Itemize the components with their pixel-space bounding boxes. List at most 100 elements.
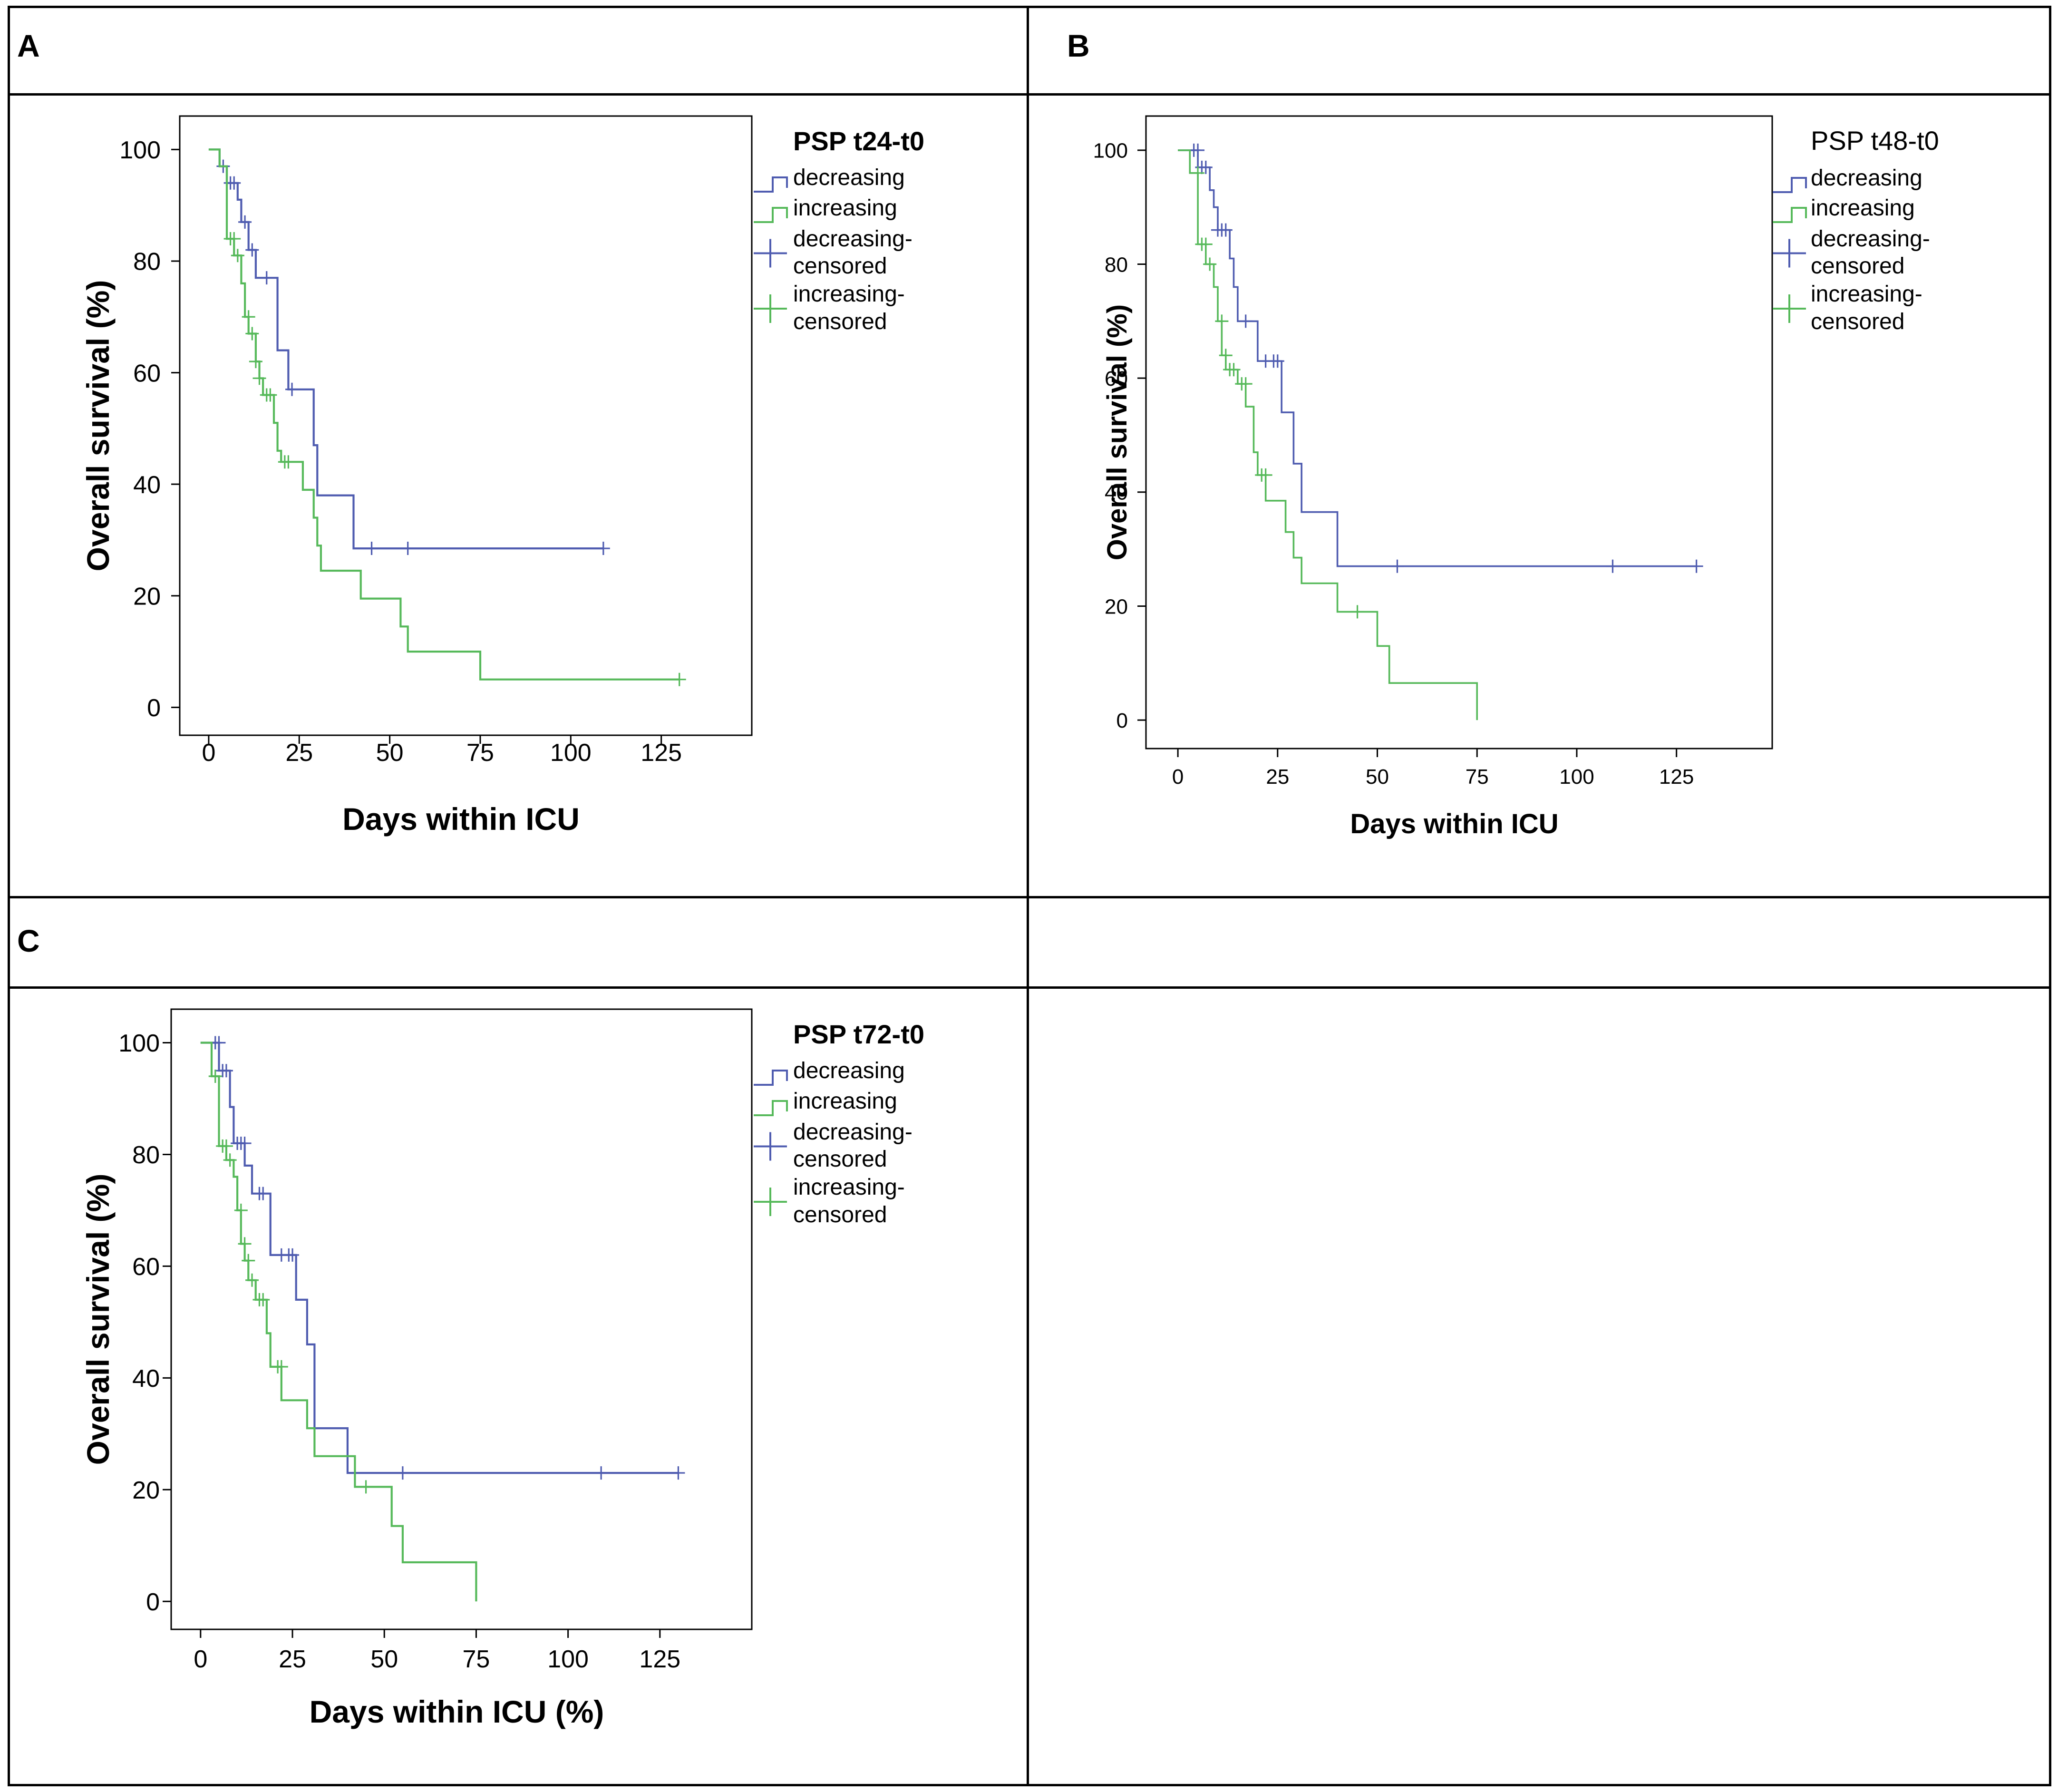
figure-divider-middle bbox=[8, 896, 2051, 898]
legend-symbol-increasing-c bbox=[754, 1100, 788, 1116]
censor-mark-increasing-a bbox=[249, 355, 262, 369]
x-tick-label-c: 100 bbox=[547, 1646, 589, 1673]
legend-symbol-decreasing-c bbox=[754, 1070, 788, 1086]
censor-mark-decreasing-a bbox=[227, 176, 241, 190]
legend-entry-c: decreasing bbox=[793, 1058, 905, 1083]
legend-entry-line: increasing bbox=[1811, 195, 1915, 221]
legend-symbol-decreasing-censored-a bbox=[754, 239, 787, 268]
censor-mark-decreasing-c bbox=[396, 1466, 409, 1480]
legend-entry-line: censored bbox=[793, 1202, 887, 1227]
survival-curve-decreasing-c bbox=[200, 1042, 679, 1474]
censor-mark-increasing-c bbox=[219, 1139, 233, 1153]
y-tick-label-b: 20 bbox=[1105, 595, 1128, 618]
censor-mark-decreasing-a bbox=[245, 243, 259, 257]
y-tick-label-c: 0 bbox=[146, 1588, 160, 1616]
censor-mark-decreasing-b bbox=[1239, 314, 1252, 328]
survival-curve-decreasing-b bbox=[1178, 149, 1697, 567]
censor-mark-increasing-b bbox=[1191, 166, 1205, 180]
y-tick-label-a: 100 bbox=[119, 136, 161, 164]
y-tick-label-a: 80 bbox=[133, 248, 161, 276]
survival-curve-increasing-c bbox=[200, 1042, 477, 1602]
y-tick-label-b: 80 bbox=[1105, 253, 1128, 276]
legend-entry-line: decreasing- bbox=[793, 226, 913, 252]
x-tick-label-a: 125 bbox=[641, 739, 682, 767]
censor-mark-decreasing-b bbox=[1606, 559, 1620, 573]
x-tick-label-a: 25 bbox=[285, 739, 313, 767]
legend-entry-c: decreasing-censored bbox=[793, 1120, 913, 1172]
survival-curve-increasing-b bbox=[1178, 149, 1478, 721]
censor-mark-increasing-a bbox=[242, 310, 255, 324]
x-tick-label-a: 0 bbox=[202, 739, 215, 767]
censor-mark-decreasing-c bbox=[219, 1064, 233, 1078]
legend-entry-line: increasing bbox=[793, 1089, 897, 1114]
censor-mark-increasing-a bbox=[263, 388, 277, 402]
y-tick-label-a: 60 bbox=[133, 360, 161, 387]
plot-frame-b bbox=[1145, 115, 1773, 750]
x-tick-label-a: 50 bbox=[376, 739, 404, 767]
y-tick-label-b: 0 bbox=[1116, 709, 1128, 732]
censor-mark-increasing-b bbox=[1259, 468, 1272, 482]
legend-symbol-increasing-censored-a bbox=[754, 294, 787, 323]
censor-mark-decreasing-b bbox=[1390, 559, 1404, 573]
legend-entry-line: increasing- bbox=[793, 1175, 905, 1200]
legend-symbol-increasing-censored-b bbox=[1773, 294, 1806, 323]
legend-entry-b: increasing bbox=[1811, 195, 1915, 221]
censor-mark-increasing-b bbox=[1215, 314, 1229, 328]
x-tick-label-b: 0 bbox=[1172, 765, 1184, 789]
y-tick-label-a: 40 bbox=[133, 471, 161, 499]
survival-curve-decreasing-a bbox=[208, 148, 603, 550]
survival-curve-increasing-a bbox=[208, 148, 680, 681]
legend-symbol-increasing-b bbox=[1773, 207, 1807, 223]
x-axis-label-c: Days within ICU (%) bbox=[310, 1694, 604, 1729]
censor-mark-decreasing-c bbox=[238, 1136, 252, 1150]
legend-entry-b: increasing-censored bbox=[1811, 282, 1922, 334]
panel-label-c: C bbox=[17, 923, 40, 958]
censor-mark-increasing-b bbox=[1203, 257, 1217, 271]
legend-entry-line: decreasing- bbox=[793, 1120, 913, 1145]
censor-mark-decreasing-b bbox=[1689, 559, 1703, 573]
censor-mark-increasing-c bbox=[223, 1153, 237, 1167]
censor-mark-decreasing-b bbox=[1271, 354, 1284, 368]
x-axis-label-b: Days within ICU bbox=[1350, 808, 1558, 839]
y-axis-label-c: Overall survival (%) bbox=[80, 1174, 116, 1465]
censor-mark-increasing-c bbox=[274, 1360, 288, 1373]
censor-mark-increasing-b bbox=[1227, 363, 1241, 377]
x-tick-label-b: 50 bbox=[1366, 765, 1389, 789]
legend-symbol-increasing-censored-c bbox=[754, 1188, 787, 1216]
legend-symbol-increasing-a bbox=[754, 207, 788, 223]
legend-symbol-decreasing-a bbox=[754, 176, 788, 193]
censor-mark-decreasing-b bbox=[1219, 223, 1233, 237]
censor-mark-increasing-c bbox=[256, 1293, 270, 1306]
legend-entry-line: decreasing bbox=[1811, 166, 1922, 191]
censor-mark-decreasing-c bbox=[286, 1248, 300, 1262]
legend-entry-a: decreasing-censored bbox=[793, 226, 913, 279]
y-tick-label-a: 0 bbox=[147, 694, 161, 722]
censor-mark-increasing-b bbox=[1219, 349, 1233, 362]
y-tick-label-c: 80 bbox=[132, 1141, 160, 1169]
legend-entry-line: decreasing bbox=[793, 165, 905, 190]
legend-entry-line: censored bbox=[1811, 309, 1904, 334]
figure-border-top bbox=[8, 6, 2051, 8]
legend-entry-c: increasing bbox=[793, 1089, 897, 1114]
legend-entry-line: increasing- bbox=[1811, 282, 1922, 307]
censor-mark-increasing-c bbox=[238, 1237, 252, 1251]
censor-mark-decreasing-c bbox=[256, 1187, 270, 1200]
x-tick-label-c: 125 bbox=[639, 1646, 680, 1673]
censor-mark-decreasing-b bbox=[1191, 143, 1205, 157]
censor-mark-decreasing-c bbox=[594, 1466, 608, 1480]
legend-entry-b: decreasing bbox=[1811, 166, 1922, 191]
y-tick-label-c: 20 bbox=[132, 1477, 160, 1504]
legend-entry-line: censored bbox=[793, 253, 887, 279]
censor-mark-increasing-a bbox=[231, 249, 244, 263]
censor-mark-increasing-a bbox=[282, 455, 295, 469]
censor-mark-increasing-c bbox=[359, 1480, 373, 1494]
legend-entry-line: decreasing bbox=[793, 1058, 905, 1083]
plot-frame-a bbox=[179, 115, 753, 736]
x-tick-label-b: 125 bbox=[1659, 765, 1694, 789]
y-tick-label-c: 60 bbox=[132, 1253, 160, 1281]
y-tick-label-b: 40 bbox=[1105, 481, 1128, 505]
legend-entry-c: increasing-censored bbox=[793, 1175, 905, 1227]
y-axis-label-a: Overall survival (%) bbox=[80, 280, 116, 572]
legend-entry-line: increasing bbox=[793, 195, 897, 221]
legend-entry-line: censored bbox=[793, 1147, 887, 1172]
